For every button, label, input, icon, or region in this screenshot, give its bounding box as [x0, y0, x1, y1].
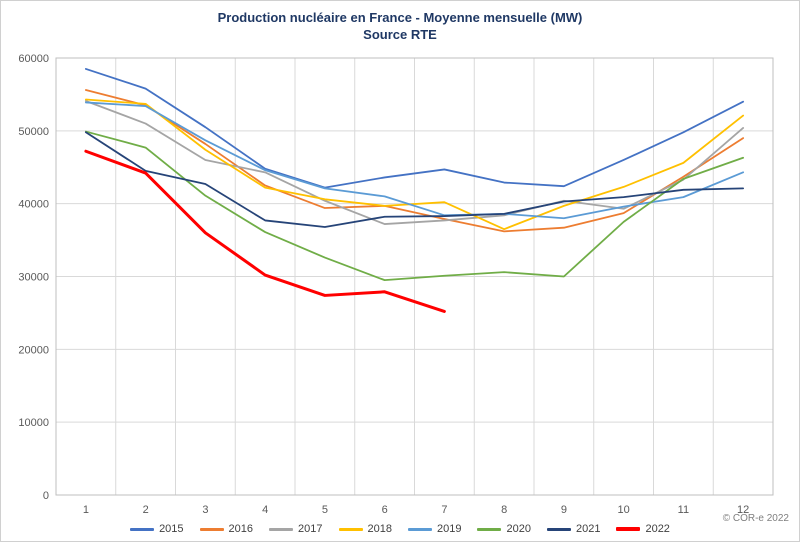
- x-axis-tick-label: 12: [737, 504, 749, 516]
- series-line-2017: [84, 100, 745, 225]
- legend-label-2022: 2022: [645, 523, 670, 535]
- series-line-2020: [84, 130, 745, 282]
- series-line-2022: [84, 149, 446, 313]
- chart-title: Production nucléaire en France - Moyenne…: [217, 10, 583, 25]
- legend-label-2021: 2021: [575, 523, 601, 535]
- x-axis-tick-label: 4: [262, 504, 268, 516]
- y-axis-tick-label: 50000: [18, 126, 49, 138]
- legend-marker-2015: [130, 527, 155, 531]
- series-line-2015: [84, 68, 745, 189]
- x-axis-tick-label: 7: [441, 504, 447, 516]
- legend-item-2019: 2019: [408, 523, 461, 535]
- series-line-2018: [84, 98, 745, 231]
- chart-subtitle: Source RTE: [363, 27, 437, 42]
- legend-item-2015: 2015: [130, 523, 184, 535]
- legend: 2015 2016 2017 2018 2019 2020 2021 2022: [1, 523, 799, 535]
- plot-border: [55, 57, 774, 496]
- x-axis-tick-label: 10: [618, 504, 630, 516]
- y-axis-tick-label: 60000: [18, 53, 49, 65]
- y-axis-tick-label: 0: [43, 490, 49, 502]
- x-axis-tick-label: 2: [143, 504, 149, 516]
- series-line-2021: [84, 131, 745, 228]
- y-axis-tick-label: 10000: [18, 417, 49, 429]
- legend-item-2022: 2022: [616, 523, 670, 535]
- legend-marker-2018: [338, 527, 363, 531]
- legend-item-2018: 2018: [338, 523, 392, 535]
- y-axis-tick-label: 40000: [18, 199, 49, 211]
- legend-label-2018: 2018: [367, 523, 392, 535]
- legend-marker-2022: [616, 527, 641, 531]
- legend-item-2016: 2016: [199, 523, 254, 535]
- series-line-2019: [84, 101, 745, 220]
- x-axis-tick-label: 9: [561, 504, 567, 516]
- x-axis-tick-label: 8: [501, 504, 507, 516]
- legend-label-2016: 2016: [228, 523, 254, 535]
- legend-label-2019: 2019: [437, 523, 462, 535]
- legend-marker-2017: [269, 527, 294, 531]
- legend-item-2020: 2020: [477, 523, 531, 535]
- x-axis-tick-label: 3: [202, 504, 208, 516]
- legend-marker-2020: [477, 527, 502, 531]
- series-line-2016: [84, 89, 745, 233]
- y-axis-tick-label: 30000: [18, 272, 49, 284]
- x-axis-tick-label: 1: [83, 504, 89, 516]
- legend-marker-2016: [199, 527, 224, 531]
- legend-marker-2021: [546, 527, 571, 531]
- x-axis-tick-label: 5: [322, 504, 328, 516]
- legend-marker-2019: [408, 527, 432, 531]
- legend-item-2021: 2021: [546, 523, 601, 535]
- legend-label-2020: 2020: [506, 523, 531, 535]
- y-axis-tick-label: 20000: [18, 344, 49, 356]
- x-axis-tick-label: 6: [382, 504, 388, 516]
- x-axis-tick-label: 11: [678, 504, 689, 516]
- legend-label-2015: 2015: [159, 523, 184, 535]
- legend-label-2017: 2017: [298, 523, 323, 535]
- copyright: © COR-e 2022: [722, 513, 789, 524]
- legend-item-2017: 2017: [269, 523, 323, 535]
